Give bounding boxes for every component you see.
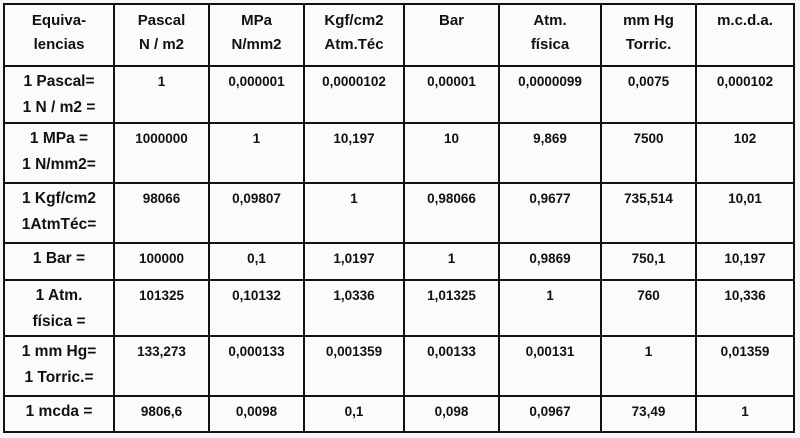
table-row: 1 mcda = 9806,6 0,0098 0,1 0,098 0,0967 73,49 1 [3, 395, 795, 433]
value-cell: 0,000102 [695, 65, 795, 124]
row-label: 1 mcda = [3, 395, 115, 433]
value-cell: 0,000001 [208, 65, 305, 124]
row-label: 1 Atm. física = [3, 279, 115, 337]
value-cell: 10,197 [303, 122, 405, 184]
value-cell: 10 [403, 122, 500, 184]
value-cell: 1,0336 [303, 279, 405, 337]
value-cell: 760 [600, 279, 697, 337]
value-cell: 7500 [600, 122, 697, 184]
table-row: 1 mm Hg= 1 Torric.= 133,273 0,000133 0,0013… [3, 335, 795, 397]
value-cell: 0,001359 [303, 335, 405, 397]
value-cell: 10,197 [695, 242, 795, 281]
value-cell: 1000000 [113, 122, 210, 184]
header-cell: Bar [403, 3, 500, 67]
value-cell: 0,0098 [208, 395, 305, 433]
value-cell: 0,10132 [208, 279, 305, 337]
value-cell: 735,514 [600, 182, 697, 244]
row-label: 1 Bar = [3, 242, 115, 281]
header-cell: Pascal N / m2 [113, 3, 210, 67]
table-row: 1 Atm. física = 101325 0,10132 1,0336 1,0132… [3, 279, 795, 337]
value-cell: 1,01325 [403, 279, 500, 337]
value-cell: 9806,6 [113, 395, 210, 433]
row-label: 1 Kgf/cm2 1AtmTéc= [3, 182, 115, 244]
value-cell: 0,0000099 [498, 65, 602, 124]
value-cell: 0,00131 [498, 335, 602, 397]
header-row: Equiva- lencias Pascal N / m2 MPa N/mm2 Kgf… [3, 3, 795, 67]
value-cell: 10,01 [695, 182, 795, 244]
table-row: 1 MPa = 1 N/mm2= 1000000 1 10,197 10 9,869 750… [3, 122, 795, 184]
value-cell: 1 [403, 242, 500, 281]
value-cell: 101325 [113, 279, 210, 337]
header-cell: mm Hg Torric. [600, 3, 697, 67]
header-cell: m.c.d.a. [695, 3, 795, 67]
value-cell: 1 [208, 122, 305, 184]
header-cell: Equiva- lencias [3, 3, 115, 67]
value-cell: 0,01359 [695, 335, 795, 397]
value-cell: 0,09807 [208, 182, 305, 244]
value-cell: 100000 [113, 242, 210, 281]
value-cell: 0,1 [208, 242, 305, 281]
value-cell: 0,00001 [403, 65, 500, 124]
row-label: 1 Pascal= 1 N / m2 = [3, 65, 115, 124]
value-cell: 1,0197 [303, 242, 405, 281]
value-cell: 0,0075 [600, 65, 697, 124]
value-cell: 0,098 [403, 395, 500, 433]
table-row: 1 Bar = 100000 0,1 1,0197 1 0,9869 750,1 10,197 [3, 242, 795, 281]
value-cell: 10,336 [695, 279, 795, 337]
value-cell: 0,0967 [498, 395, 602, 433]
value-cell: 0,00133 [403, 335, 500, 397]
equivalence-table: Equiva- lencias Pascal N / m2 MPa N/mm2 Kgf… [3, 3, 795, 433]
row-label: 1 MPa = 1 N/mm2= [3, 122, 115, 184]
value-cell: 0,000133 [208, 335, 305, 397]
row-label: 1 mm Hg= 1 Torric.= [3, 335, 115, 397]
value-cell: 73,49 [600, 395, 697, 433]
value-cell: 102 [695, 122, 795, 184]
value-cell: 750,1 [600, 242, 697, 281]
value-cell: 1 [113, 65, 210, 124]
value-cell: 133,273 [113, 335, 210, 397]
value-cell: 0,1 [303, 395, 405, 433]
header-cell: MPa N/mm2 [208, 3, 305, 67]
value-cell: 0,9677 [498, 182, 602, 244]
value-cell: 0,9869 [498, 242, 602, 281]
value-cell: 98066 [113, 182, 210, 244]
header-cell: Atm. física [498, 3, 602, 67]
table-row: 1 Kgf/cm2 1AtmTéc= 98066 0,09807 1 0,98066 0,… [3, 182, 795, 244]
value-cell: 0,98066 [403, 182, 500, 244]
value-cell: 1 [600, 335, 697, 397]
value-cell: 1 [303, 182, 405, 244]
value-cell: 1 [498, 279, 602, 337]
value-cell: 0,0000102 [303, 65, 405, 124]
table-row: 1 Pascal= 1 N / m2 = 1 0,000001 0,0000102 0,… [3, 65, 795, 124]
value-cell: 1 [695, 395, 795, 433]
value-cell: 9,869 [498, 122, 602, 184]
header-cell: Kgf/cm2 Atm.Téc [303, 3, 405, 67]
